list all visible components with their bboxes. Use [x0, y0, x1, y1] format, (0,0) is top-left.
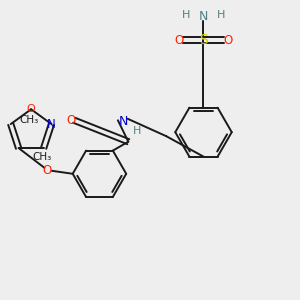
Text: H: H — [217, 10, 226, 20]
Text: CH₃: CH₃ — [20, 115, 39, 124]
Text: O: O — [43, 164, 52, 177]
Text: CH₃: CH₃ — [33, 152, 52, 162]
Text: N: N — [199, 10, 208, 23]
Text: S: S — [199, 33, 208, 47]
Text: O: O — [27, 104, 35, 114]
Text: O: O — [174, 34, 184, 46]
Text: H: H — [182, 10, 190, 20]
Text: H: H — [132, 126, 141, 136]
Text: N: N — [47, 118, 56, 130]
Text: O: O — [224, 34, 233, 46]
Text: O: O — [67, 114, 76, 127]
Text: N: N — [118, 115, 128, 128]
